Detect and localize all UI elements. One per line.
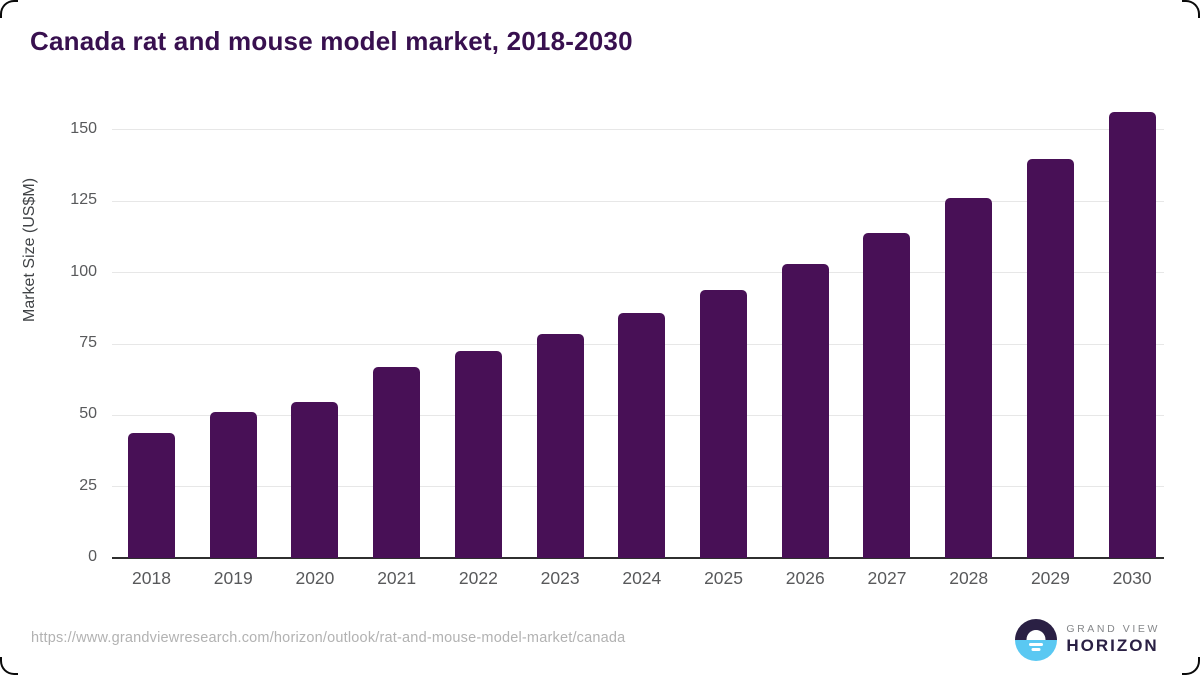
grandview-horizon-logo: GRAND VIEW HORIZON [1015, 619, 1160, 661]
bar-2018 [128, 433, 175, 558]
x-tick-label-2021: 2021 [377, 568, 417, 588]
logo-grand-view-text: GRAND VIEW [1066, 623, 1160, 636]
y-tick-label-0: 0 [88, 548, 97, 565]
logo-text: GRAND VIEW HORIZON [1066, 624, 1160, 655]
bar-2030 [1108, 112, 1156, 558]
x-tick-label-2030: 2030 [1112, 568, 1152, 588]
bar-2026 [781, 264, 829, 558]
y-tick-label-150: 150 [70, 119, 97, 137]
x-tick-label-2028: 2028 [949, 568, 989, 588]
bar-2023 [536, 334, 584, 558]
x-tick-label-2018: 2018 [132, 568, 171, 588]
x-tick-label-2023: 2023 [540, 568, 580, 588]
bar-2025 [700, 290, 748, 558]
bar-2019 [209, 412, 257, 558]
card-corner-bottom-left [0, 657, 18, 675]
horizon-sunset-icon [1015, 619, 1058, 661]
x-tick-label-2024: 2024 [622, 568, 662, 588]
bar-2024 [618, 312, 666, 558]
x-tick-label-2029: 2029 [1030, 568, 1070, 588]
gridline-125 [112, 200, 1164, 202]
card-corner-top-right [1182, 0, 1200, 18]
plot-area [112, 110, 1164, 559]
x-tick-label-2026: 2026 [785, 568, 825, 588]
x-tick-label-2020: 2020 [295, 568, 335, 588]
gridline-150 [112, 129, 1164, 131]
card-corner-bottom-right [1182, 657, 1200, 675]
x-tick-label-2019: 2019 [213, 568, 253, 588]
x-tick-label-2025: 2025 [704, 568, 743, 588]
y-tick-label-75: 75 [79, 333, 97, 351]
logo-horizon-text: HORIZON [1066, 635, 1159, 655]
card-corner-top-left [0, 0, 18, 18]
y-tick-label-25: 25 [79, 476, 97, 494]
x-axis-line [112, 557, 1164, 559]
bar-2020 [291, 402, 339, 558]
logo-reflection-stripe [1031, 648, 1041, 651]
source-url: https://www.grandviewresearch.com/horizo… [31, 630, 626, 646]
x-tick-label-2022: 2022 [458, 568, 498, 588]
bar-2029 [1026, 158, 1074, 558]
chart-title: Canada rat and mouse model market, 2018-… [30, 26, 633, 56]
logo-sun-dome [1026, 630, 1046, 640]
bar-2021 [373, 367, 421, 558]
gridline-100 [112, 272, 1164, 274]
logo-reflection-stripe [1029, 643, 1044, 646]
x-tick-label-2027: 2027 [867, 568, 907, 588]
y-tick-label-100: 100 [70, 262, 97, 280]
y-tick-label-50: 50 [79, 405, 97, 423]
bar-2027 [863, 233, 911, 558]
bar-2028 [945, 198, 993, 558]
y-tick-label-125: 125 [70, 191, 97, 209]
bar-2022 [454, 351, 502, 558]
